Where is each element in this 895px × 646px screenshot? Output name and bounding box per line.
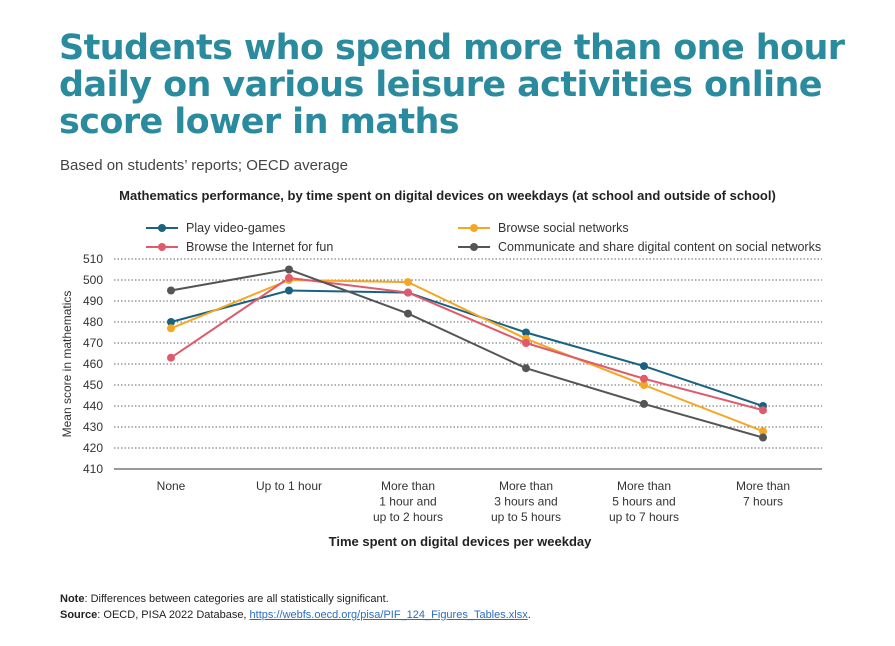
y-tick-label: 410: [83, 462, 103, 476]
note-label: Note: [60, 593, 85, 605]
x-tick-label: 5 hours and: [612, 495, 675, 509]
data-point: [522, 328, 530, 337]
y-axis-label: Mean score in mathematics: [60, 291, 74, 438]
y-tick-label: 420: [83, 441, 103, 455]
note-text: : Differences between categories are all…: [84, 593, 389, 605]
source-end: .: [527, 609, 531, 621]
legend-label: Browse the Internet for fun: [186, 240, 333, 254]
legend-swatch-marker: [470, 243, 478, 251]
data-point: [404, 288, 412, 297]
y-tick-label: 490: [83, 294, 103, 308]
series-line: [170, 276, 764, 412]
chart-title: Mathematics performance, by time spent o…: [119, 188, 776, 203]
data-point: [759, 427, 767, 436]
data-point: [759, 406, 767, 415]
x-tick-label: More than: [617, 479, 671, 493]
x-tick-label: 3 hours and: [494, 495, 557, 509]
legend-label: Communicate and share digital content on…: [498, 240, 821, 254]
y-tick-label: 450: [83, 378, 103, 392]
x-tick-label: up to 2 hours: [373, 510, 443, 524]
data-point: [404, 309, 412, 318]
source-link[interactable]: https://webfs.oecd.org/pisa/PIF_124_Figu…: [249, 609, 528, 621]
data-point: [285, 265, 293, 274]
page-subtitle: Based on students’ reports; OECD average: [60, 157, 348, 174]
series-line: [170, 268, 764, 439]
chart-source: Source: OECD, PISA 2022 Database, https:…: [60, 609, 531, 621]
x-tick-label: More than: [736, 479, 790, 493]
y-tick-label: 460: [83, 357, 103, 371]
source-text: : OECD, PISA 2022 Database,: [97, 609, 250, 621]
x-tick-label: Up to 1 hour: [256, 479, 322, 493]
source-label: Source: [60, 609, 98, 621]
x-axis-label: Time spent on digital devices per weekda…: [329, 534, 593, 549]
data-point: [167, 286, 175, 295]
x-tick-label: None: [157, 479, 186, 493]
legend-swatch-marker: [470, 224, 478, 232]
data-point: [167, 324, 175, 333]
legend-label: Browse social networks: [498, 221, 629, 235]
data-point: [522, 339, 530, 347]
data-point: [759, 433, 767, 442]
y-tick-label: 510: [83, 252, 103, 266]
legend-label: Play video-games: [186, 221, 285, 235]
x-tick-label: up to 5 hours: [491, 510, 561, 524]
data-point: [404, 278, 412, 287]
x-tick-label: 1 hour and: [379, 495, 436, 509]
data-point: [640, 381, 648, 389]
y-tick-label: 470: [83, 336, 103, 350]
y-tick-label: 430: [83, 420, 103, 434]
data-point: [167, 318, 175, 326]
data-point: [640, 362, 648, 371]
series-line: [170, 278, 764, 433]
data-point: [640, 399, 648, 408]
x-tick-label: More than: [381, 479, 435, 493]
chart-note: Note: Differences between categories are…: [60, 593, 389, 605]
x-tick-label: up to 7 hours: [609, 510, 679, 524]
y-tick-label: 480: [83, 315, 103, 329]
data-point: [285, 273, 293, 282]
data-point: [285, 286, 293, 295]
series-line: [170, 289, 764, 407]
data-point: [167, 353, 175, 362]
data-point: [522, 364, 530, 373]
data-point: [640, 374, 648, 383]
legend-swatch-marker: [158, 243, 166, 251]
x-tick-label: 7 hours: [743, 495, 783, 509]
legend-swatch-marker: [158, 224, 166, 232]
y-tick-label: 500: [83, 273, 103, 287]
x-tick-label: More than: [499, 479, 553, 493]
page-title: Students who spend more than one hour da…: [59, 28, 845, 142]
y-tick-label: 440: [83, 399, 103, 413]
